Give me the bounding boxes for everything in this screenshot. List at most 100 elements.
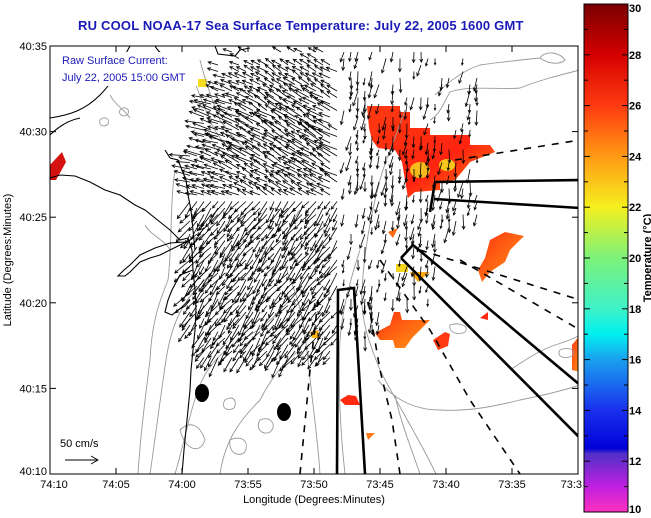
- current-vector: [244, 116, 261, 124]
- current-vector: [251, 305, 261, 325]
- current-vector: [411, 194, 415, 204]
- current-vector: [303, 324, 310, 335]
- current-vector: [263, 266, 275, 277]
- current-vector: [282, 227, 296, 240]
- current-vector: [282, 98, 296, 105]
- current-vector: [181, 279, 191, 288]
- current-vector: [304, 240, 310, 251]
- current-vector: [322, 350, 331, 361]
- current-vector: [206, 116, 226, 124]
- current-vector: [316, 272, 331, 286]
- current-vector: [296, 182, 310, 189]
- current-vector: [348, 298, 353, 312]
- current-vector: [192, 108, 212, 118]
- current-vector: [466, 110, 471, 121]
- current-vector: [266, 324, 275, 334]
- current-vector: [281, 227, 289, 235]
- current-vector: [473, 201, 478, 211]
- current-vector: [270, 109, 282, 118]
- current-vector: [326, 90, 338, 98]
- current-vector: [302, 113, 317, 124]
- current-vector: [297, 76, 310, 85]
- current-vector: [314, 64, 324, 72]
- current-vector: [251, 112, 268, 124]
- current-vector: [307, 168, 324, 176]
- current-vector: [306, 78, 317, 85]
- current-vector: [355, 279, 359, 287]
- current-vector: [249, 78, 261, 85]
- current-vector: [256, 114, 275, 124]
- current-vector: [176, 201, 191, 220]
- current-vector: [237, 279, 247, 297]
- current-vector: [215, 98, 233, 105]
- current-vector: [279, 58, 289, 66]
- current-vector: [289, 253, 296, 262]
- current-vector: [184, 207, 191, 219]
- current-vector: [376, 136, 380, 145]
- current-vector: [418, 97, 423, 111]
- current-vector: [312, 119, 331, 131]
- current-vector: [253, 111, 268, 118]
- current-vector: [228, 184, 240, 189]
- current-vector: [227, 145, 247, 157]
- current-vector: [241, 167, 254, 176]
- current-vector: [263, 155, 275, 163]
- current-vector: [199, 93, 212, 98]
- current-vector: [292, 58, 303, 66]
- current-vector: [206, 190, 219, 196]
- current-vector: [326, 272, 338, 294]
- current-vector: [411, 246, 416, 260]
- current-vector: [353, 305, 359, 318]
- current-vector: [217, 357, 226, 367]
- current-vector: [313, 292, 324, 308]
- current-vector: [447, 188, 452, 205]
- current-vector: [320, 168, 338, 176]
- current-vector: [236, 188, 247, 196]
- current-vector: [397, 58, 402, 73]
- y-tick-label: 40:10: [19, 466, 47, 478]
- current-vector: [466, 207, 471, 217]
- current-vector: [355, 162, 360, 173]
- current-vector: [297, 357, 303, 368]
- current-vector: [249, 357, 261, 371]
- current-vector: [264, 70, 275, 79]
- current-vector: [304, 233, 317, 247]
- current-vector: [245, 357, 254, 367]
- current-vector: [290, 180, 303, 189]
- current-vector: [419, 51, 424, 63]
- current-vector: [279, 357, 296, 372]
- current-vector: [189, 305, 198, 318]
- current-vector: [405, 298, 410, 314]
- current-vector: [263, 119, 282, 131]
- y-tick-label: 40:20: [19, 298, 47, 310]
- current-vector: [253, 214, 261, 222]
- current-vector: [376, 285, 380, 293]
- current-vector: [355, 142, 360, 152]
- current-vector: [319, 188, 331, 196]
- current-vector: [291, 77, 303, 85]
- current-vector: [304, 207, 317, 223]
- current-vector: [425, 240, 429, 251]
- current-vector: [224, 92, 240, 98]
- current-vector: [290, 240, 303, 256]
- scale-vector-label: 50 cm/s: [60, 438, 99, 450]
- current-vector: [222, 120, 240, 131]
- current-vector: [303, 129, 324, 144]
- current-vector: [283, 129, 296, 137]
- current-vector: [234, 154, 254, 163]
- current-vector: [410, 266, 415, 278]
- current-vector: [309, 152, 324, 163]
- current-vector: [376, 259, 380, 269]
- current-vector: [443, 227, 450, 244]
- current-vector: [311, 148, 324, 157]
- current-vector: [235, 298, 247, 314]
- current-vector: [250, 72, 261, 79]
- current-vector: [264, 104, 275, 111]
- current-vector: [214, 151, 226, 157]
- current-vector: [308, 173, 324, 183]
- current-vector: [216, 214, 226, 227]
- current-vector: [318, 266, 324, 275]
- current-vector: [219, 246, 226, 257]
- current-vector: [377, 123, 382, 134]
- current-vector: [226, 279, 233, 290]
